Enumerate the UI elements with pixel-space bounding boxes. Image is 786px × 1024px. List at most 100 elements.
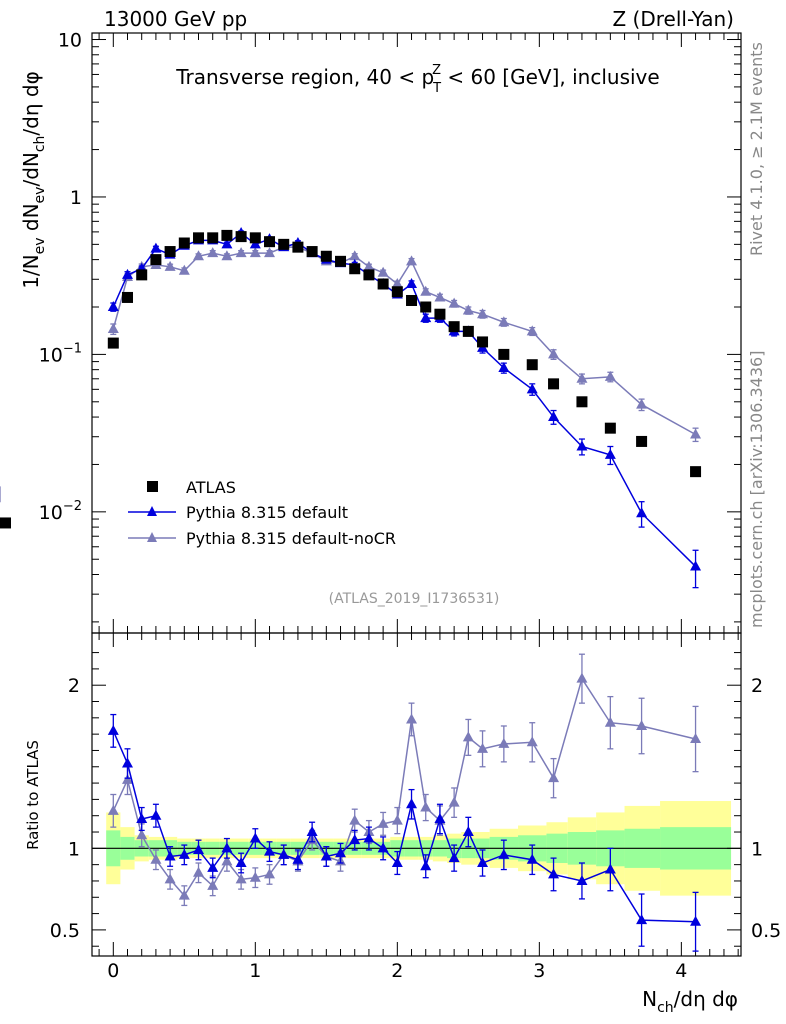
atlas-point (335, 255, 347, 267)
xlabel-b: /dη dφ (674, 987, 738, 1011)
default-ratio-point (448, 852, 460, 863)
atlas-point (249, 232, 261, 244)
legend-label-nocr: Pythia 8.315 default-noCR (186, 529, 396, 548)
atlas-point (178, 237, 190, 249)
nocr-ratio-point (377, 817, 389, 828)
nocr-ratio-point (150, 853, 162, 864)
xlabel-a-sub: ch (657, 1000, 674, 1016)
atlas-point (462, 325, 474, 337)
nocr-ratio-point (462, 731, 474, 742)
default-ratio-point (193, 843, 205, 854)
default-point (548, 411, 560, 422)
default-ratio-point (434, 812, 446, 823)
x-tick-label: 2 (391, 960, 403, 982)
atlas-point (292, 241, 304, 253)
default-point (576, 440, 588, 451)
nocr-point (178, 264, 190, 275)
default-ratio-point (136, 812, 148, 823)
atlas-point (363, 269, 375, 281)
default-ratio-point (604, 863, 616, 874)
default-ratio-point (306, 826, 318, 837)
ylabel-a-sub: ev (32, 237, 48, 254)
nocr-ratio-point (448, 796, 460, 807)
default-ratio-point (164, 850, 176, 861)
header-right-label: Z (Drell-Yan) (612, 7, 734, 31)
nocr-point (235, 247, 247, 258)
header-left-label: 13000 GeV pp (104, 7, 247, 31)
atlas-point (320, 250, 332, 262)
nocr-point (690, 428, 702, 439)
nocr-point (164, 260, 176, 271)
atlas-point (498, 348, 510, 360)
nocr-point (107, 322, 119, 333)
nocr-point (477, 308, 489, 319)
atlas-point (377, 278, 389, 290)
main-y-tick-label: 10 (58, 30, 82, 52)
nocr-point (207, 247, 219, 258)
default-point (221, 238, 233, 249)
main-plot-area: 10 1 10−1 10−2 (0, 30, 742, 634)
nocr-ratio-point (107, 804, 119, 815)
legend-marker-atlas (147, 481, 158, 492)
atlas-point (278, 238, 290, 250)
title-post: < 60 [GeV], inclusive (441, 65, 660, 89)
atlas-point (690, 466, 702, 478)
nocr-point (377, 266, 389, 277)
atlas-point (406, 294, 418, 306)
default-ratio-point (221, 842, 233, 853)
main-y-axis-label: 1/Nev dNev/dNch/dη dφ (19, 71, 48, 289)
nocr-ratio-point (406, 713, 418, 724)
atlas-point (477, 336, 489, 348)
nocr-point (264, 247, 276, 258)
nocr-point (349, 250, 361, 261)
default-ratio-point (150, 809, 162, 820)
ratio-y-tick-label-right: 2 (751, 675, 763, 697)
ylabel-d: /dη dφ (19, 71, 43, 135)
ylabel-a: 1/N (19, 254, 43, 288)
nocr-point (434, 291, 446, 302)
nocr-point (363, 260, 375, 271)
default-ratio-point (391, 857, 403, 868)
nocr-point (221, 250, 233, 261)
nocr-ratio-point (690, 733, 702, 744)
default-ratio-point (636, 914, 648, 925)
default-ratio-point (335, 847, 347, 858)
default-ratio-point (526, 853, 538, 864)
default-ratio-line (112, 730, 696, 923)
nocr-ratio-point (420, 801, 432, 812)
ratio-y-tick-label: 0.5 (50, 920, 80, 942)
ratio-frame (91, 632, 742, 957)
nocr-ratio-point (235, 873, 247, 884)
default-ratio-point (377, 842, 389, 853)
nocr-ratio-point (604, 716, 616, 727)
ylabel-b-sub: ev (32, 187, 48, 204)
default-ratio-point (498, 848, 510, 859)
nocr-line (112, 246, 696, 436)
atlas-point (420, 301, 432, 313)
atlas-point (526, 359, 538, 371)
atlas-point (221, 229, 233, 241)
default-ratio-point (462, 826, 474, 837)
default-point (498, 361, 510, 372)
atlas-point (235, 231, 247, 243)
title-sup: Z (432, 63, 441, 78)
nocr-point (604, 370, 616, 381)
nocr-point (526, 325, 538, 336)
xlabel-a: N (642, 987, 657, 1011)
default-ratio-point (249, 832, 261, 843)
x-axis-label: Nch/dη dφ (642, 987, 738, 1016)
nocr-point (193, 250, 205, 261)
legend-marker-nocr (147, 532, 157, 542)
default-point (107, 301, 119, 312)
ylabel-c: /dN (19, 152, 43, 186)
default-point (420, 312, 432, 323)
nocr-ratio-point (207, 879, 219, 890)
atlas-point (122, 291, 134, 303)
nocr-ratio-point (548, 772, 560, 783)
x-tick-label: 4 (675, 960, 687, 982)
atlas-point (391, 286, 403, 298)
nocr-point (636, 398, 648, 409)
atlas-point (164, 246, 176, 258)
x-tick-label: 0 (107, 960, 119, 982)
